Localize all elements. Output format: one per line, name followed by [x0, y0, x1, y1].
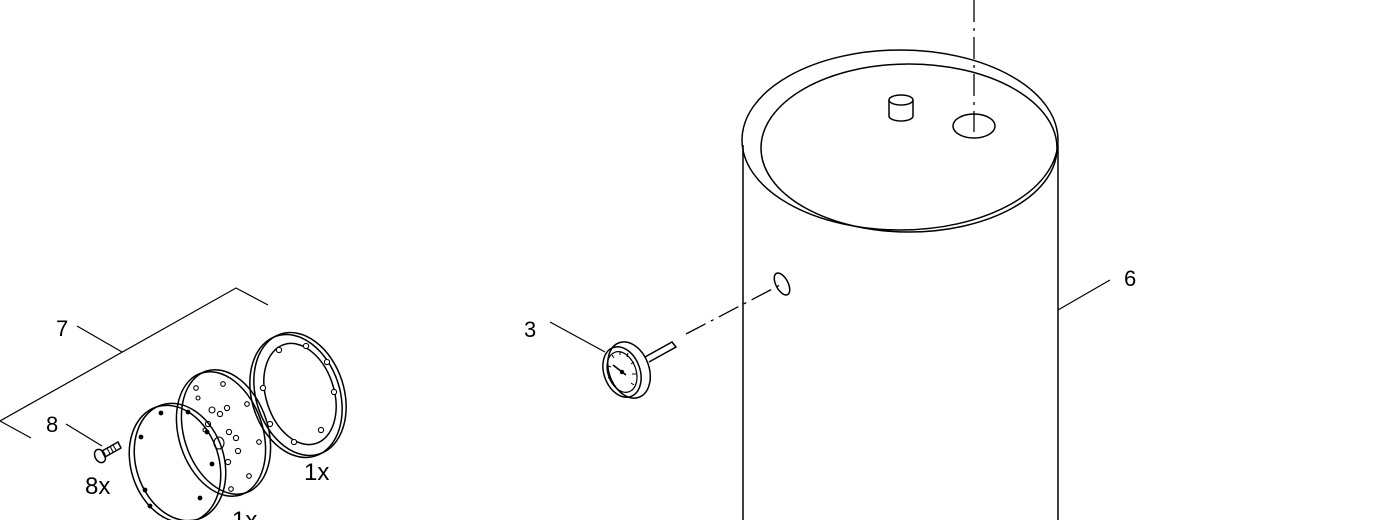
leader-3 — [549, 321, 606, 353]
flange-inner-plate — [175, 369, 272, 497]
thermometer-centerline — [685, 284, 781, 335]
thermometer-housing — [606, 341, 652, 399]
callout-6: 6 — [1124, 266, 1136, 291]
cover-bolt-holes — [138, 409, 215, 509]
screw-quantity: 8x — [85, 473, 110, 500]
plate-fitting-holes — [195, 395, 242, 466]
gasket-quantity: 1x — [304, 459, 329, 486]
thermometer — [602, 284, 781, 399]
flange-gasket — [249, 331, 347, 459]
top-socket — [888, 94, 914, 122]
cover-plate-quantity: 1x — [232, 507, 257, 520]
callout-3: 3 — [524, 317, 536, 342]
thermometer-stem — [644, 341, 678, 363]
gasket-bolt-holes — [259, 342, 338, 446]
leader-6 — [1057, 279, 1111, 311]
thermometer-needle — [612, 364, 627, 376]
bracket-7 — [0, 287, 269, 422]
flange-screw — [93, 440, 122, 464]
storage-tank — [741, 0, 1059, 520]
leader-8 — [65, 423, 103, 447]
flange-cover-plate — [128, 402, 227, 520]
leader-7 — [76, 325, 123, 353]
callout-8: 8 — [46, 412, 58, 437]
tank-outer-rim — [741, 49, 1059, 231]
plate-bolt-holes — [193, 381, 262, 492]
thermometer-dial — [602, 346, 642, 398]
side-port — [773, 272, 791, 296]
tank-inner-rim — [760, 63, 1058, 233]
callout-7: 7 — [56, 316, 68, 341]
